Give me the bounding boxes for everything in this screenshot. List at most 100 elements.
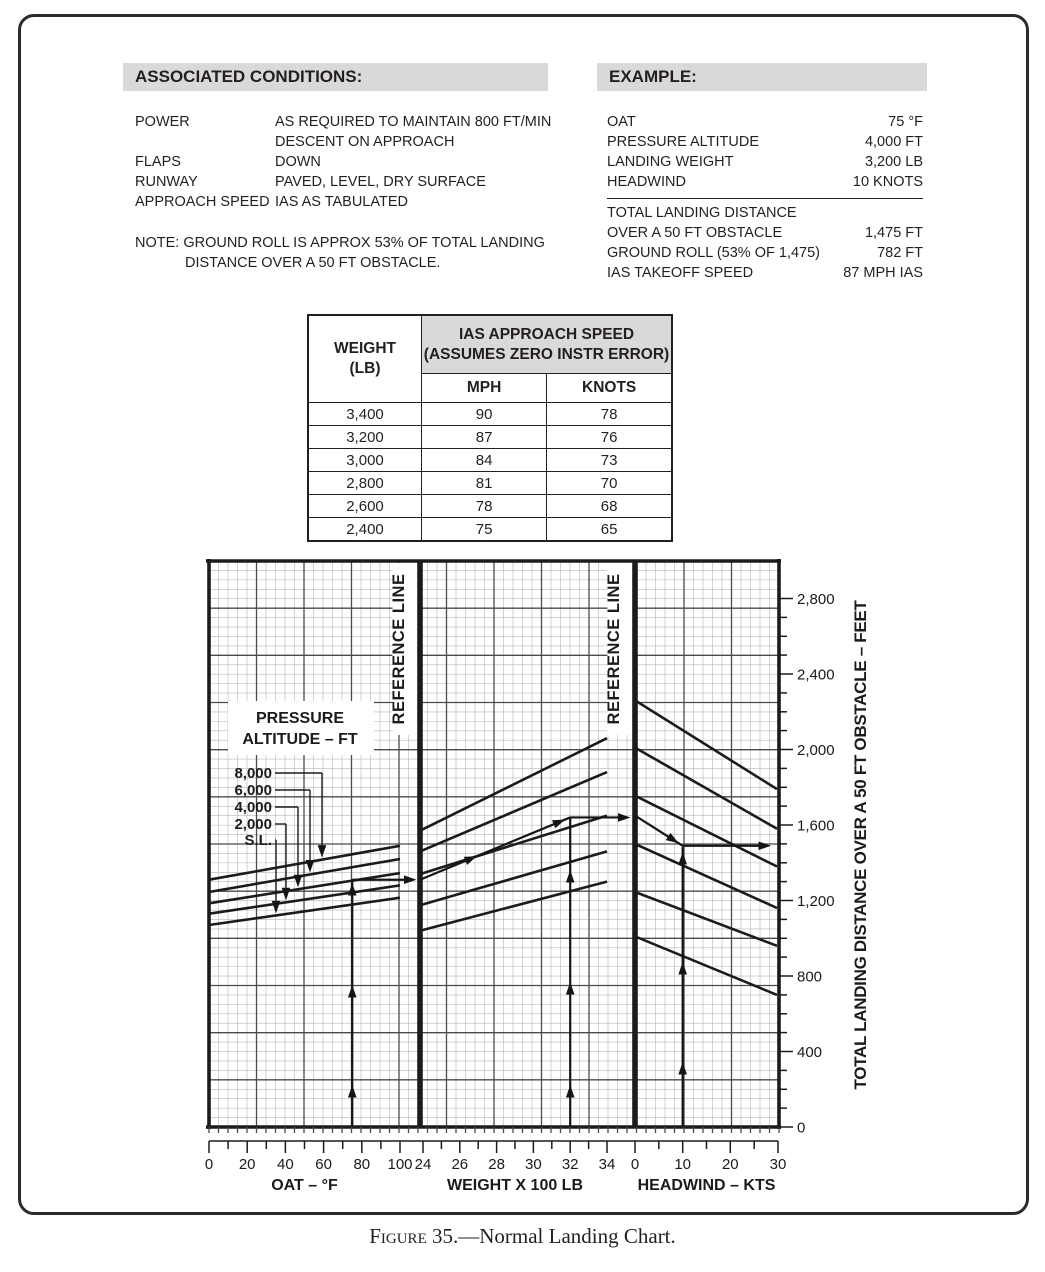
condition-label — [135, 132, 275, 152]
example-label: OVER A 50 FT OBSTACLE — [607, 225, 783, 241]
knots-cell: 73 — [546, 448, 673, 472]
associated-conditions-header: ASSOCIATED CONDITIONS: — [123, 63, 548, 91]
mph-cell: 90 — [420, 402, 548, 426]
svg-text:40: 40 — [277, 1156, 294, 1173]
svg-text:32: 32 — [562, 1156, 579, 1173]
ias-header-line2: (ASSUMES ZERO INSTR ERROR) — [423, 345, 670, 363]
mph-cell: 87 — [420, 425, 548, 449]
svg-text:2,000: 2,000 — [234, 816, 272, 833]
example-divider — [607, 198, 923, 199]
svg-text:S.L.: S.L. — [244, 832, 272, 849]
svg-text:6,000: 6,000 — [234, 782, 272, 799]
svg-text:1,600: 1,600 — [797, 818, 835, 835]
svg-text:100: 100 — [387, 1156, 412, 1173]
svg-text:80: 80 — [353, 1156, 370, 1173]
svg-text:1,200: 1,200 — [797, 893, 835, 910]
example-value: 1,475 FT — [864, 225, 923, 241]
svg-text:0: 0 — [797, 1120, 805, 1137]
example-value: 4,000 FT — [864, 134, 923, 150]
example-row: PRESSURE ALTITUDE 4,000 FT — [607, 132, 923, 152]
condition-row: POWER AS REQUIRED TO MAINTAIN 800 FT/MIN — [135, 112, 565, 132]
knots-cell: 70 — [546, 471, 673, 495]
svg-text:0: 0 — [631, 1156, 639, 1173]
example-result-row: TOTAL LANDING DISTANCE — [607, 203, 923, 223]
svg-text:800: 800 — [797, 969, 822, 986]
weight-cell: 3,200 — [307, 425, 422, 449]
svg-text:2,000: 2,000 — [797, 742, 835, 759]
svg-text:30: 30 — [770, 1156, 787, 1173]
svg-text:2,800: 2,800 — [797, 591, 835, 608]
svg-text:REFERENCE LINE: REFERENCE LINE — [605, 574, 623, 725]
example-value: 87 MPH IAS — [843, 265, 923, 281]
example-result-row: OVER A 50 FT OBSTACLE 1,475 FT — [607, 223, 923, 243]
weight-header-line1: WEIGHT — [334, 340, 396, 357]
caption-figure-word: Figure — [369, 1224, 427, 1248]
caption-text: 35.—Normal Landing Chart. — [426, 1224, 676, 1248]
condition-row: APPROACH SPEED IAS AS TABULATED — [135, 192, 565, 212]
weight-cell: 3,400 — [307, 402, 422, 426]
svg-text:34: 34 — [599, 1156, 616, 1173]
weight-cell: 2,400 — [307, 517, 422, 542]
table-row: 3,000 84 73 — [307, 448, 673, 472]
ias-header-line1: IAS APPROACH SPEED — [458, 325, 635, 343]
condition-row: DESCENT ON APPROACH — [135, 132, 565, 152]
weight-header-line2: (LB) — [349, 360, 381, 377]
svg-text:10: 10 — [674, 1156, 691, 1173]
note-block: NOTE: GROUND ROLL IS APPROX 53% OF TOTAL… — [135, 233, 575, 273]
example-label: PRESSURE ALTITUDE — [607, 134, 760, 150]
page-border — [18, 14, 1029, 1215]
condition-row: FLAPS DOWN — [135, 152, 565, 172]
knots-cell: 68 — [546, 494, 673, 518]
svg-text:HEADWIND – KTS: HEADWIND – KTS — [638, 1177, 776, 1194]
condition-label: POWER — [135, 114, 190, 130]
weight-column-header: WEIGHT (LB) — [307, 314, 422, 403]
mph-cell: 78 — [420, 494, 548, 518]
svg-text:2,400: 2,400 — [797, 667, 835, 684]
condition-row: RUNWAY PAVED, LEVEL, DRY SURFACE — [135, 172, 565, 192]
mph-column-header: MPH — [420, 373, 548, 403]
svg-text:400: 400 — [797, 1044, 822, 1061]
note-line1: NOTE: GROUND ROLL IS APPROX 53% OF TOTAL… — [135, 235, 545, 251]
svg-text:26: 26 — [451, 1156, 468, 1173]
table-row: 2,800 81 70 — [307, 471, 673, 495]
svg-text:28: 28 — [488, 1156, 505, 1173]
condition-label: APPROACH SPEED — [135, 194, 270, 210]
svg-text:30: 30 — [525, 1156, 542, 1173]
example-label: HEADWIND — [607, 174, 686, 190]
condition-value: AS REQUIRED TO MAINTAIN 800 FT/MIN — [275, 114, 552, 130]
example-row: OAT 75 °F — [607, 112, 923, 132]
condition-value: DOWN — [275, 154, 321, 170]
svg-text:24: 24 — [415, 1156, 432, 1173]
mph-cell: 81 — [420, 471, 548, 495]
table-row: 3,400 90 78 — [307, 402, 673, 426]
table-row: 2,600 78 68 — [307, 494, 673, 518]
condition-value: IAS AS TABULATED — [275, 194, 408, 210]
knots-cell: 76 — [546, 425, 673, 449]
knots-cell: 65 — [546, 517, 673, 542]
example-label: OAT — [607, 114, 636, 130]
example-value: 75 °F — [888, 114, 923, 130]
knots-column-header: KNOTS — [546, 373, 673, 403]
weight-cell: 3,000 — [307, 448, 422, 472]
example-label: GROUND ROLL (53% OF 1,475) — [607, 245, 820, 261]
example-label: IAS TAKEOFF SPEED — [607, 265, 754, 281]
condition-label: RUNWAY — [135, 174, 198, 190]
svg-text:ALTITUDE – FT: ALTITUDE – FT — [242, 731, 357, 748]
svg-text:WEIGHT X 100 LB: WEIGHT X 100 LB — [447, 1177, 583, 1194]
weight-cell: 2,800 — [307, 471, 422, 495]
mph-cell: 75 — [420, 517, 548, 542]
table-row: 2,400 75 65 — [307, 517, 673, 542]
weight-cell: 2,600 — [307, 494, 422, 518]
svg-text:REFERENCE LINE: REFERENCE LINE — [390, 574, 408, 725]
svg-text:8,000: 8,000 — [234, 765, 272, 782]
knots-cell: 78 — [546, 402, 673, 426]
example-header: EXAMPLE: — [597, 63, 927, 91]
example-value: 782 FT — [877, 245, 923, 261]
condition-value: DESCENT ON APPROACH — [275, 134, 455, 150]
condition-value: PAVED, LEVEL, DRY SURFACE — [275, 174, 486, 190]
table-row: 3,200 87 76 — [307, 425, 673, 449]
example-label: TOTAL LANDING DISTANCE — [607, 205, 797, 221]
approach-speed-table: WEIGHT (LB) IAS APPROACH SPEED (ASSUMES … — [307, 314, 673, 542]
note-line2: DISTANCE OVER A 50 FT OBSTACLE. — [185, 255, 441, 271]
